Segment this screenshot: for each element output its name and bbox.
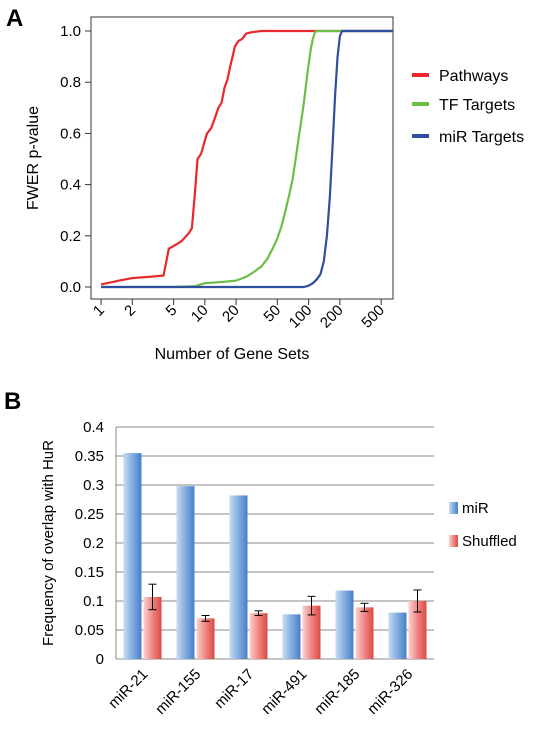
bar-mir-mir-155 [176,486,195,659]
legend-label: miR Targets [439,129,524,146]
bar-chart-category-label: miR-491 [258,666,310,718]
bar-shuffled-mir-185 [355,607,374,659]
line-chart: 0.0 0.2 0.4 0.6 0.8 1.0 1 2 5 10 20 50 100 200 500 FW… [25,16,524,363]
bar-mir-mir-491 [282,614,301,659]
line-series-tf-targets [101,29,393,289]
line-chart-x-axis: 1 2 5 10 20 50 100 200 500 [90,299,388,332]
line-chart-x-tick-label: 2 [121,302,139,320]
line-chart-y-tick-label: 0.6 [60,125,81,142]
bar-chart: 00.050.10.150.20.250.30.350.4 miR-21 miR-… [40,419,517,718]
bar-chart-y-tick-label: 0 [96,651,104,668]
line-chart-x-axis-title: Number of Gene Sets [155,346,310,363]
line-chart-legend: Pathways TF Targets miR Targets [412,68,524,146]
line-chart-plot-frame [90,16,394,300]
line-chart-x-tick-label: 100 [286,302,316,332]
bar-chart-y-tick-label: 0.4 [83,419,104,436]
line-chart-y-tick-label: 0.8 [60,74,81,91]
bar-chart-y-tick-label: 0.05 [75,622,104,639]
line-chart-y-axis-title: FWER p-value [25,106,42,210]
line-chart-series-group [100,29,393,289]
line-chart-x-tick-label: 500 [358,302,388,332]
panel-b-label: B [4,388,21,415]
bar-mir-mir-326 [388,612,407,659]
bar-shuffled-mir-155 [196,618,215,659]
line-chart-x-tick-label: 1 [90,302,108,320]
line-chart-y-tick-label: 0.4 [60,177,81,194]
bar-shuffled-mir-326 [408,601,427,659]
bar-chart-y-axis-title: Frequency of overlap with HuR [40,440,57,646]
bar-chart-y-tick-label: 0.3 [83,477,104,494]
legend-label: miR [462,500,489,517]
line-series-mir-targets [101,29,393,289]
bar-chart-y-tick-label: 0.1 [83,593,104,610]
legend-label: Shuffled [462,533,517,550]
line-chart-y-axis: 0.0 0.2 0.4 0.6 0.8 1.0 [60,23,91,296]
bar-chart-category-label: miR-17 [211,666,257,712]
bar-chart-x-axis: miR-21 miR-155 miR-17 miR-491 miR-185 miR-326 [105,666,416,718]
bar-chart-y-tick-label: 0.2 [83,535,104,552]
bar-chart-category-label: miR-21 [105,666,151,712]
bar-chart-y-tick-label: 0.25 [75,506,104,523]
bar-chart-category-label: miR-155 [152,666,204,718]
bar-chart-legend: miR Shuffled [449,500,517,550]
line-series-pathways [100,29,393,286]
bar-chart-category-label: miR-326 [364,666,416,718]
bar-shuffled-mir-491 [302,605,321,659]
legend-swatch [449,535,458,547]
line-chart-x-tick-label: 50 [260,302,284,326]
bar-shuffled-mir-21 [143,596,162,659]
line-chart-y-tick-label: 0.0 [60,279,81,296]
bar-chart-bars [123,453,427,659]
bar-mir-mir-21 [123,453,142,659]
bar-mir-mir-17 [229,495,248,659]
legend-swatch [449,502,458,514]
legend-label: TF Targets [439,97,515,114]
bar-chart-gridlines [116,426,434,660]
line-chart-x-tick-label: 20 [219,302,243,326]
bar-chart-y-tick-label: 0.15 [75,564,104,581]
line-chart-x-tick-label: 10 [188,302,212,326]
line-chart-y-tick-label: 0.2 [60,228,81,245]
bar-chart-y-tick-label: 0.35 [75,448,104,465]
line-chart-x-tick-label: 5 [163,302,181,320]
bar-chart-category-label: miR-185 [311,666,363,718]
bar-shuffled-mir-17 [249,613,268,659]
line-chart-y-tick-label: 1.0 [60,23,81,40]
panel-a-label: A [6,5,23,32]
bar-mir-mir-185 [335,590,354,659]
legend-label: Pathways [439,68,508,85]
bar-chart-y-axis: 0 0.05 0.1 0.15 0.2 0.25 0.3 0.35 0.4 [75,419,104,668]
line-chart-x-tick-label: 200 [317,302,347,332]
